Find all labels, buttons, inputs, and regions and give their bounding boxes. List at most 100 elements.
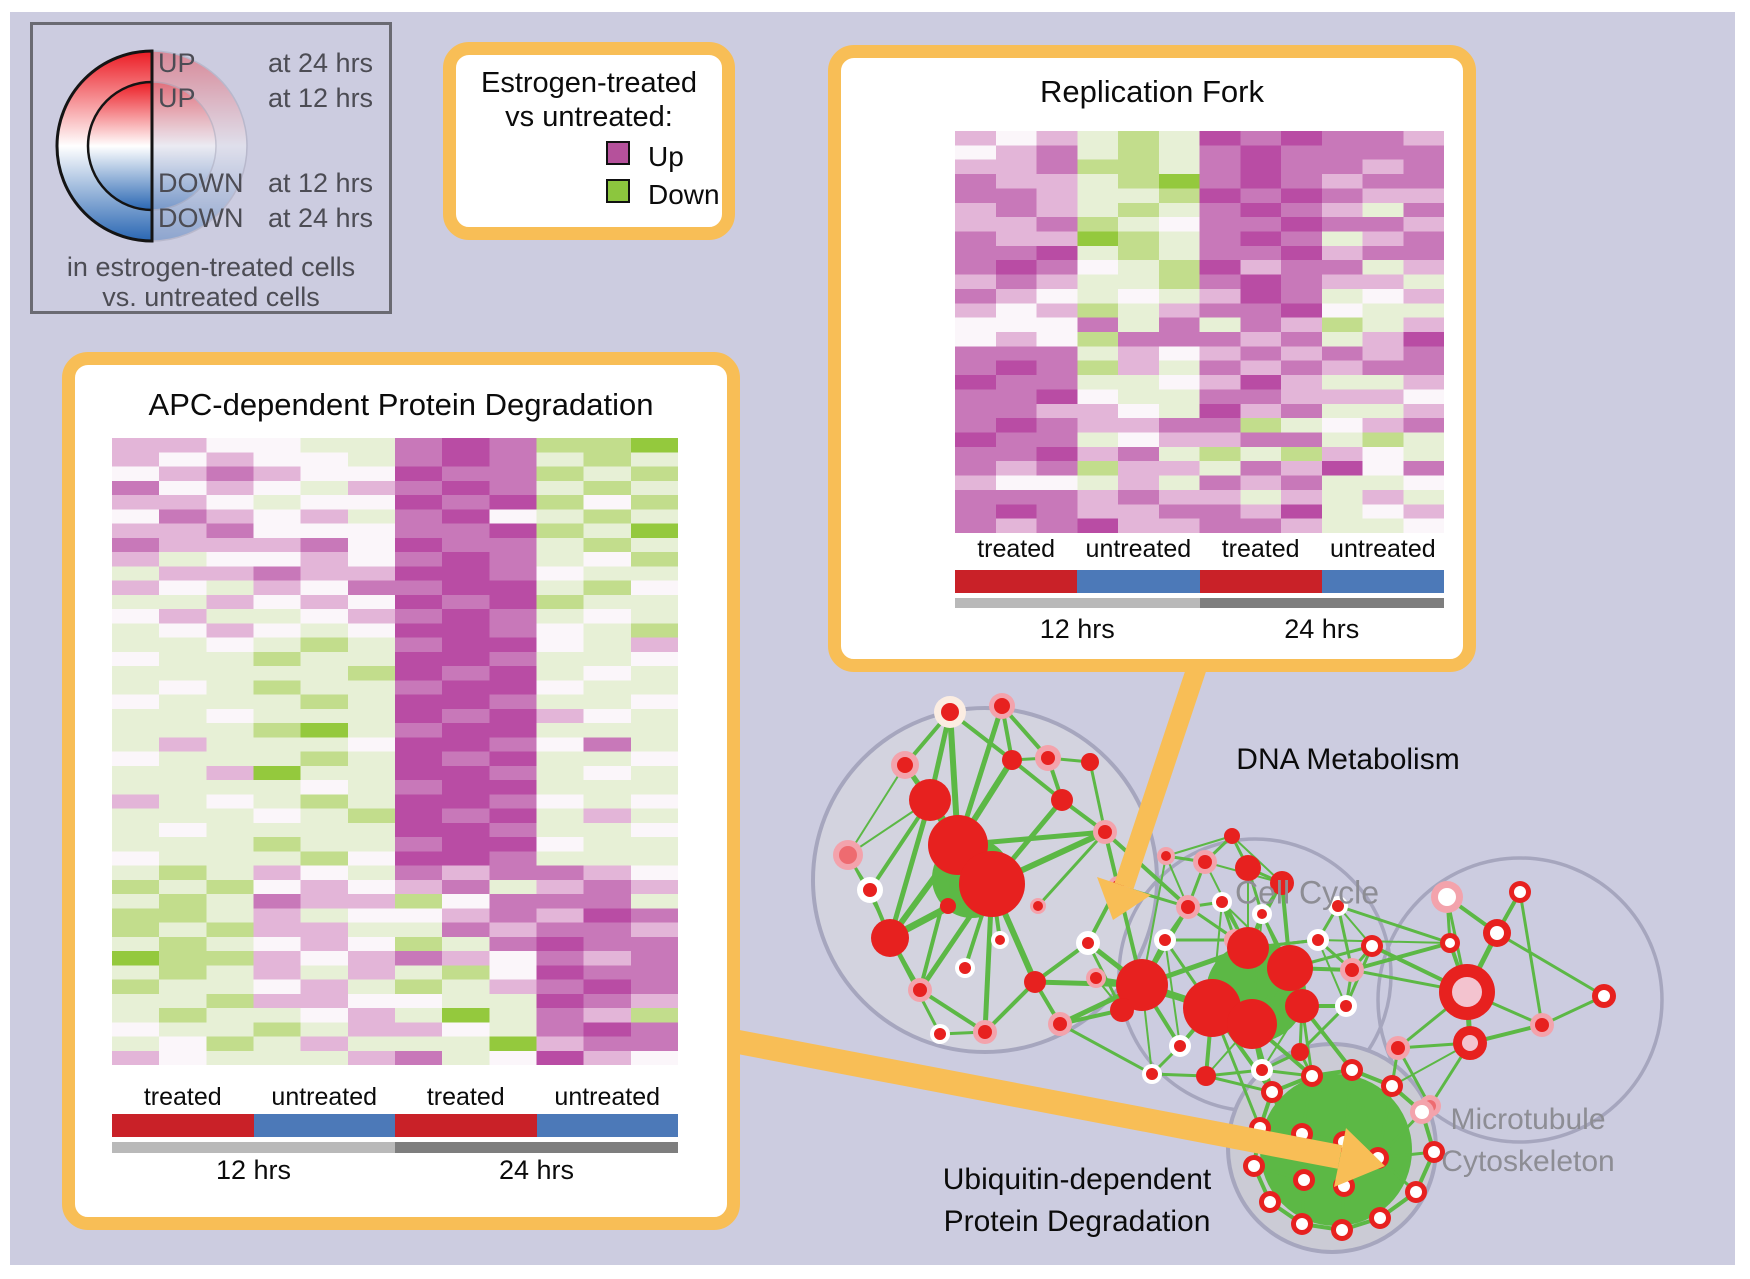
heatmap-cell: [1158, 145, 1200, 161]
heatmap-cell: [536, 993, 584, 1009]
treated-bar: [112, 1114, 254, 1137]
heatmap-cell: [300, 1036, 349, 1052]
heatmap-cell: [395, 879, 443, 895]
heatmap-cell: [583, 651, 632, 667]
heatmap-cell: [300, 680, 349, 695]
time-label-24: 24 hrs: [498, 1155, 575, 1185]
heatmap-cell: [112, 438, 160, 453]
heatmap-cell: [206, 666, 254, 681]
heatmap-cell: [395, 1050, 443, 1065]
heatmap-cell: [1199, 418, 1241, 433]
heatmap-cell: [347, 708, 396, 724]
heatmap-cell: [112, 837, 160, 852]
heatmap-cell: [1118, 303, 1160, 318]
heatmap-cell: [395, 509, 443, 524]
heatmap-cell: [300, 466, 349, 482]
heatmap-cell: [583, 851, 632, 866]
heatmap-cell: [489, 609, 537, 624]
heatmap-cell: [1321, 346, 1363, 362]
untreated-bar: [253, 1114, 395, 1137]
heatmap-cell: [1199, 389, 1241, 405]
heatmap-cell: [300, 452, 349, 467]
heatmap-cell: [1403, 446, 1444, 462]
heatmap-cell: [253, 680, 301, 695]
heatmap-cell: [1077, 317, 1119, 333]
heatmap-cell: [395, 837, 443, 852]
heatmap-cell: [253, 1036, 301, 1052]
heatmap-cell: [442, 951, 490, 966]
heatmap-cell: [442, 936, 490, 952]
heatmap-cell: [1158, 202, 1200, 218]
heatmap-cell: [955, 346, 997, 362]
heatmap-cell: [442, 609, 490, 624]
heatmap-cell: [1281, 518, 1323, 533]
heatmap-cell: [395, 993, 443, 1009]
heatmap-cell: [536, 694, 584, 710]
heatmap-cell: [955, 245, 997, 261]
heatmap-cell: [583, 580, 632, 596]
heatmap-cell: [489, 466, 537, 482]
heatmap-cell: [583, 765, 632, 781]
heatmap-cell: [442, 580, 490, 596]
heatmap-cell: [1281, 274, 1323, 290]
heatmap-cell: [1158, 375, 1200, 390]
heatmap-cell: [347, 466, 396, 482]
heatmap-cell: [536, 794, 584, 809]
heatmap-cell: [347, 651, 396, 667]
heatmap-cell: [583, 480, 632, 496]
heatmap-cell: [253, 780, 301, 795]
heatmap-cell: [630, 480, 678, 496]
heatmap-cell: [536, 537, 584, 553]
heatmap-cell: [206, 552, 254, 567]
heatmap-cell: [1362, 260, 1404, 275]
heatmap-cell: [1036, 389, 1078, 405]
heatmap-cell: [1158, 288, 1200, 304]
heatmap-cell: [442, 794, 490, 809]
heatmap-cell: [1077, 260, 1119, 275]
heatmap-cell: [206, 922, 254, 938]
heatmap-cell: [955, 389, 997, 405]
updown-legend-box: UP at 24 hrs UP at 12 hrs DOWN at 12 hrs…: [30, 22, 392, 314]
heatmap-cell: [442, 751, 490, 767]
heatmap-cell: [995, 245, 1037, 261]
heatmap-cell: [442, 523, 490, 539]
heatmap-cell: [1321, 403, 1363, 419]
heatmap-cell: [1118, 504, 1160, 519]
heatmap-cell: [1362, 145, 1404, 161]
heatmap-cell: [1403, 432, 1444, 448]
heatmap-cell: [489, 1022, 537, 1037]
heatmap-cell: [995, 202, 1037, 218]
heatmap-cell: [442, 1008, 490, 1023]
heatmap-cell: [1118, 159, 1160, 175]
heatmap-cell: [395, 723, 443, 738]
heatmap-cell: [955, 475, 997, 491]
heatmap-cell: [1036, 518, 1078, 533]
heatmap-cell: [112, 552, 160, 567]
heatmap-cell: [1403, 389, 1444, 405]
heatmap-cell: [1321, 245, 1363, 261]
heatmap-cell: [583, 466, 632, 482]
heatmap-cell: [1036, 332, 1078, 347]
heatmap-cell: [159, 1022, 207, 1037]
heatmap-cell: [112, 480, 160, 496]
heatmap-cell: [1321, 217, 1363, 232]
heatmap-cell: [1158, 159, 1200, 175]
heatmap-cell: [395, 708, 443, 724]
heatmap-cell: [1077, 375, 1119, 390]
heatmap-cell: [347, 623, 396, 638]
heatmap-cell: [1240, 461, 1282, 476]
heatmap-cell: [1077, 131, 1119, 146]
heatmap-cell: [112, 537, 160, 553]
heatmap-cell: [1036, 159, 1078, 175]
group-label: untreated: [1330, 535, 1436, 563]
heatmap-cell: [1240, 131, 1282, 146]
heatmap-cell: [955, 332, 997, 347]
group-label: untreated: [554, 1083, 661, 1111]
heatmap-cell: [300, 822, 349, 838]
heatmap-cell: [1240, 274, 1282, 290]
heatmap-cell: [1118, 518, 1160, 533]
heatmap-cell: [347, 495, 396, 510]
heatmap-cell: [583, 894, 632, 909]
heatmap-cell: [442, 552, 490, 567]
heatmap-cell: [159, 865, 207, 881]
